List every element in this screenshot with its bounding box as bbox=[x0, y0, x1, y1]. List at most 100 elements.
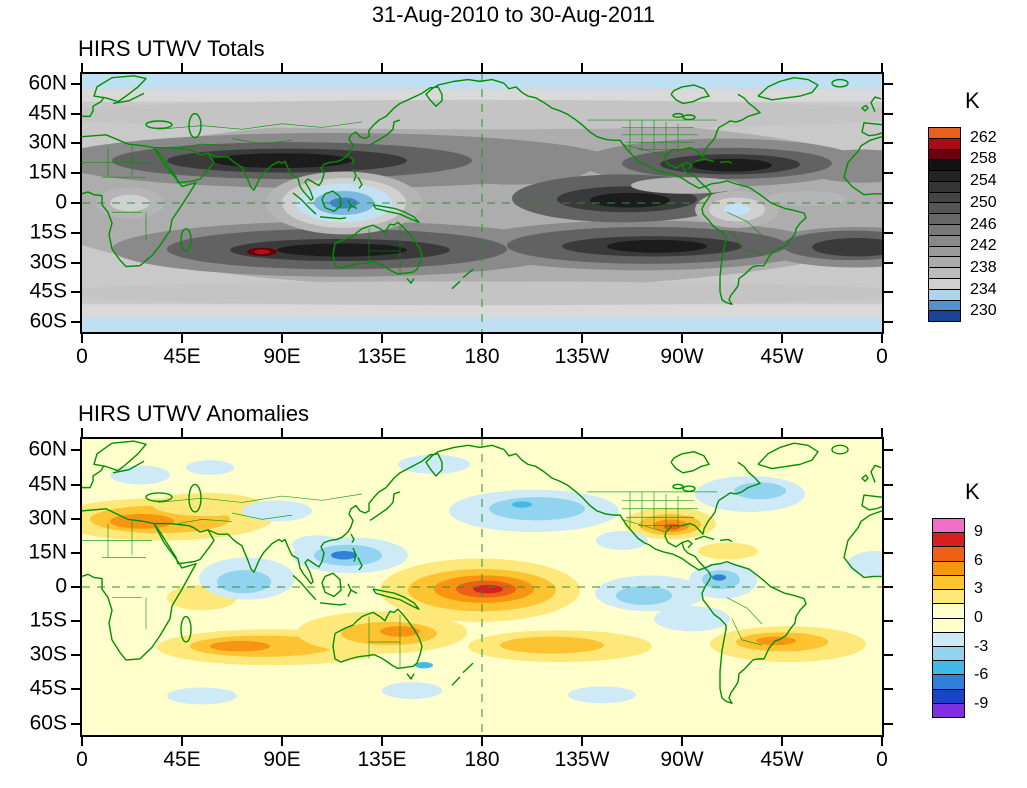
lon-tick bbox=[681, 334, 683, 343]
lon-tick-label: 45W bbox=[760, 748, 804, 771]
lon-tick bbox=[781, 737, 783, 746]
lon-tick-label: 90W bbox=[660, 748, 704, 771]
lat-tick bbox=[71, 620, 80, 623]
colorbar-band bbox=[929, 224, 960, 235]
colorbar-band bbox=[929, 299, 960, 311]
totals-contour-field bbox=[82, 74, 882, 332]
lon-tick bbox=[81, 334, 83, 343]
lon-tick bbox=[381, 428, 383, 437]
lon-tick bbox=[881, 737, 883, 746]
lon-tick-label: 0 bbox=[76, 748, 88, 771]
lat-tick-label: 15N bbox=[28, 540, 67, 564]
colorbar-band bbox=[933, 574, 964, 590]
lon-tick bbox=[681, 737, 683, 746]
lat-tick bbox=[884, 688, 893, 691]
colorbar-tick-label: 238 bbox=[970, 258, 997, 276]
colorbar-band bbox=[933, 603, 964, 618]
colorbar-band bbox=[929, 170, 960, 181]
lat-tick-label: 30S bbox=[29, 642, 67, 666]
lon-tick-label: 0 bbox=[76, 345, 88, 368]
colorbar-band bbox=[929, 128, 960, 138]
lat-tick bbox=[884, 722, 893, 725]
colorbar-tick-label: 246 bbox=[970, 215, 997, 233]
lat-tick-label: 45S bbox=[29, 676, 67, 700]
lon-tick-label: 45W bbox=[760, 345, 804, 368]
lat-tick bbox=[71, 586, 80, 588]
lat-tick-label: 60S bbox=[29, 711, 67, 735]
lon-tick bbox=[581, 334, 583, 343]
lon-tick bbox=[781, 63, 783, 72]
lat-tick bbox=[71, 231, 80, 234]
lat-tick-label: 30S bbox=[29, 250, 67, 274]
lon-tick bbox=[281, 428, 283, 437]
colorbar-band bbox=[933, 589, 964, 604]
lat-tick-label: 60N bbox=[28, 71, 67, 95]
lon-tick-label: 45E bbox=[163, 748, 201, 771]
anomalies-colorbar-unit: K bbox=[965, 479, 980, 504]
lon-tick bbox=[681, 428, 683, 437]
lat-tick-label: 15N bbox=[28, 160, 67, 184]
colorbar-band bbox=[929, 202, 960, 214]
lon-tick bbox=[181, 63, 183, 72]
lat-tick bbox=[71, 291, 80, 294]
lat-tick bbox=[71, 321, 80, 324]
lon-tick-label: 90W bbox=[660, 345, 704, 368]
colorbar-band bbox=[933, 519, 964, 533]
lat-tick bbox=[71, 172, 80, 175]
colorbar-band bbox=[929, 277, 960, 289]
lat-tick bbox=[884, 82, 893, 85]
colorbar-band bbox=[933, 532, 964, 547]
lat-tick bbox=[71, 688, 80, 691]
lon-tick bbox=[381, 737, 383, 746]
lat-tick-label: 30N bbox=[28, 130, 67, 154]
colorbar-band bbox=[933, 631, 964, 646]
colorbar-tick-label: -3 bbox=[974, 637, 989, 655]
lat-tick bbox=[71, 112, 80, 115]
lon-tick bbox=[881, 334, 883, 343]
totals-panel-title: HIRS UTWV Totals bbox=[78, 36, 265, 61]
colorbar-band bbox=[929, 137, 960, 149]
lon-tick bbox=[881, 63, 883, 72]
totals-map-canvas bbox=[82, 74, 882, 332]
lon-tick bbox=[681, 63, 683, 72]
lat-tick bbox=[884, 449, 893, 452]
lon-tick bbox=[481, 334, 483, 343]
colorbar-band bbox=[933, 560, 964, 575]
colorbar-tick-label: 0 bbox=[974, 609, 983, 626]
lon-tick-label: 90E bbox=[263, 345, 301, 368]
colorbar-tick-label: -9 bbox=[974, 694, 989, 712]
lat-tick-label: 30N bbox=[28, 506, 67, 530]
lat-tick-label: 60N bbox=[28, 437, 67, 461]
colorbar-tick-label: 242 bbox=[970, 237, 997, 255]
lon-tick bbox=[281, 334, 283, 343]
lat-tick-label: 60S bbox=[29, 309, 67, 333]
lon-tick bbox=[481, 63, 483, 72]
lat-tick bbox=[884, 620, 893, 623]
colorbar-band bbox=[929, 267, 960, 278]
anomalies-colorbar-bands bbox=[932, 518, 965, 718]
totals-colorbar-bands bbox=[928, 127, 961, 322]
lon-tick bbox=[281, 63, 283, 72]
lon-tick-label: 0 bbox=[876, 748, 888, 771]
lat-tick bbox=[71, 449, 80, 452]
lat-tick-label: 15S bbox=[29, 220, 67, 244]
colorbar-tick-label: 250 bbox=[970, 193, 997, 211]
lat-tick bbox=[71, 722, 80, 725]
colorbar-tick-label: 254 bbox=[970, 172, 997, 190]
lon-tick bbox=[181, 737, 183, 746]
lat-tick bbox=[884, 261, 893, 264]
lat-tick bbox=[884, 291, 893, 294]
lon-tick-label: 90E bbox=[263, 748, 301, 771]
lon-tick bbox=[81, 63, 83, 72]
lon-tick bbox=[581, 737, 583, 746]
colorbar-band bbox=[933, 674, 964, 689]
lat-tick-label: 0 bbox=[55, 190, 67, 214]
colorbar-tick-label: 262 bbox=[970, 128, 997, 146]
lat-tick bbox=[884, 654, 893, 657]
lon-tick-label: 135E bbox=[357, 345, 407, 368]
lon-tick bbox=[781, 428, 783, 437]
lon-tick bbox=[181, 428, 183, 437]
colorbar-band bbox=[929, 159, 960, 171]
lat-tick-label: 15S bbox=[29, 608, 67, 632]
lon-tick bbox=[281, 737, 283, 746]
